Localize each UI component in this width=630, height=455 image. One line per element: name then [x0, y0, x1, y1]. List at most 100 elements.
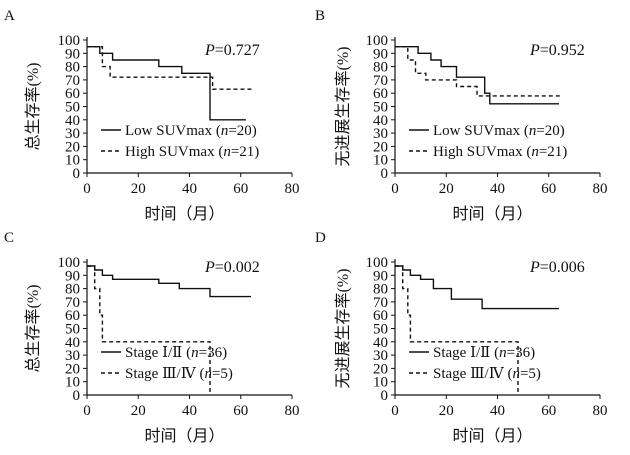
y-tick-label-b: 20 — [373, 139, 388, 155]
panel-letter-c: C — [4, 230, 14, 246]
y-tick-label-a: 20 — [65, 139, 80, 155]
y-tick-label-d: 70 — [373, 295, 388, 311]
y-tick-label-a: 90 — [65, 46, 80, 62]
y-tick-label-c: 60 — [65, 308, 80, 324]
x-tick-label-b: 60 — [541, 181, 556, 197]
x-tick-label-d: 40 — [490, 403, 505, 419]
y-tick-label-a: 30 — [65, 126, 80, 142]
x-tick-label-a: 40 — [182, 181, 197, 197]
y-tick-label-c: 100 — [58, 255, 81, 271]
y-tick-label-d: 60 — [373, 308, 388, 324]
y-tick-label-b: 30 — [373, 126, 388, 142]
survival-curve-b-2 — [395, 46, 562, 97]
y-tick-label-d: 50 — [373, 322, 388, 338]
y-tick-label-d: 10 — [373, 375, 388, 391]
x-tick-label-c: 20 — [131, 403, 146, 419]
y-tick-label-a: 0 — [73, 166, 81, 182]
x-tick-label-d: 20 — [439, 403, 454, 419]
survival-curve-b-1 — [395, 46, 559, 105]
legend-label-b-2: High SUVmax (n=21) — [433, 144, 567, 160]
legend-label-b-1: Low SUVmax (n=20) — [433, 123, 565, 139]
x-tick-label-b: 20 — [439, 181, 454, 197]
x-tick-label-a: 80 — [285, 181, 300, 197]
survival-curve-d-2 — [395, 265, 519, 395]
y-tick-label-a: 100 — [58, 33, 81, 49]
legend-label-d-1: Stage Ⅰ/Ⅱ (n=36) — [433, 345, 535, 361]
y-tick-label-c: 50 — [65, 322, 80, 338]
x-axis-title-a: 时间（月） — [144, 205, 224, 223]
x-tick-label-d: 80 — [593, 403, 608, 419]
y-tick-label-a: 50 — [65, 100, 80, 116]
y-tick-label-d: 0 — [381, 388, 389, 404]
y-tick-label-a: 10 — [65, 153, 80, 169]
y-tick-label-d: 30 — [373, 348, 388, 364]
y-tick-label-c: 40 — [65, 335, 80, 351]
y-tick-label-d: 40 — [373, 335, 388, 351]
y-tick-label-b: 10 — [373, 153, 388, 169]
y-tick-label-c: 0 — [73, 388, 81, 404]
y-tick-label-b: 40 — [373, 113, 388, 129]
p-value-a: P=0.727 — [204, 42, 260, 59]
legend-label-c-2: Stage Ⅲ/Ⅳ (n=5) — [125, 366, 233, 382]
x-axis-title-c: 时间（月） — [144, 427, 224, 445]
x-tick-label-d: 60 — [541, 403, 556, 419]
x-tick-label-a: 20 — [131, 181, 146, 197]
x-tick-label-c: 40 — [182, 403, 197, 419]
legend-label-a-2: High SUVmax (n=21) — [125, 144, 259, 160]
y-tick-label-b: 50 — [373, 100, 388, 116]
y-tick-label-d: 90 — [373, 268, 388, 284]
y-tick-label-c: 20 — [65, 361, 80, 377]
y-tick-label-d: 100 — [366, 255, 389, 271]
legend-label-a-1: Low SUVmax (n=20) — [125, 123, 257, 139]
y-axis-title-d: 无进展生存率(%) — [334, 269, 352, 389]
y-axis-title-a: 总生存率(%) — [24, 63, 42, 151]
panel-letter-d: D — [315, 230, 326, 246]
y-tick-label-b: 100 — [366, 33, 389, 49]
y-tick-label-a: 60 — [65, 86, 80, 102]
y-tick-label-c: 10 — [65, 375, 80, 391]
y-tick-label-b: 70 — [373, 73, 388, 89]
y-axis-title-b: 无进展生存率(%) — [334, 47, 352, 167]
survival-curve-c-1 — [87, 265, 251, 298]
x-tick-label-a: 60 — [233, 181, 248, 197]
y-tick-label-b: 80 — [373, 60, 388, 76]
survival-curve-d-1 — [395, 265, 559, 310]
panel-letter-b: B — [315, 8, 325, 24]
x-tick-label-c: 60 — [233, 403, 248, 419]
y-axis-title-c: 总生存率(%) — [24, 285, 42, 373]
y-tick-label-b: 0 — [381, 166, 389, 182]
y-tick-label-c: 90 — [65, 268, 80, 284]
x-axis-title-b: 时间（月） — [452, 205, 532, 223]
x-tick-label-c: 0 — [83, 403, 91, 419]
y-tick-label-d: 20 — [373, 361, 388, 377]
y-tick-label-b: 60 — [373, 86, 388, 102]
x-tick-label-a: 0 — [83, 181, 91, 197]
panel-letter-a: A — [4, 8, 15, 24]
x-tick-label-d: 0 — [391, 403, 399, 419]
survival-curve-c-2 — [87, 265, 211, 395]
legend-label-d-2: Stage Ⅲ/Ⅳ (n=5) — [433, 366, 541, 382]
p-value-c: P=0.002 — [204, 259, 260, 276]
y-tick-label-b: 90 — [373, 46, 388, 62]
y-tick-label-d: 80 — [373, 282, 388, 298]
y-tick-label-c: 70 — [65, 295, 80, 311]
x-tick-label-c: 80 — [285, 403, 300, 419]
x-tick-label-b: 40 — [490, 181, 505, 197]
survival-curve-a-1 — [87, 46, 246, 121]
x-tick-label-b: 80 — [593, 181, 608, 197]
y-tick-label-a: 40 — [65, 113, 80, 129]
y-tick-label-c: 80 — [65, 282, 80, 298]
legend-label-c-1: Stage Ⅰ/Ⅱ (n=36) — [125, 345, 227, 361]
p-value-b: P=0.952 — [529, 42, 585, 59]
y-tick-label-c: 30 — [65, 348, 80, 364]
x-tick-label-b: 0 — [391, 181, 399, 197]
x-axis-title-d: 时间（月） — [452, 427, 532, 445]
y-tick-label-a: 80 — [65, 60, 80, 76]
p-value-d: P=0.006 — [529, 259, 585, 276]
y-tick-label-a: 70 — [65, 73, 80, 89]
